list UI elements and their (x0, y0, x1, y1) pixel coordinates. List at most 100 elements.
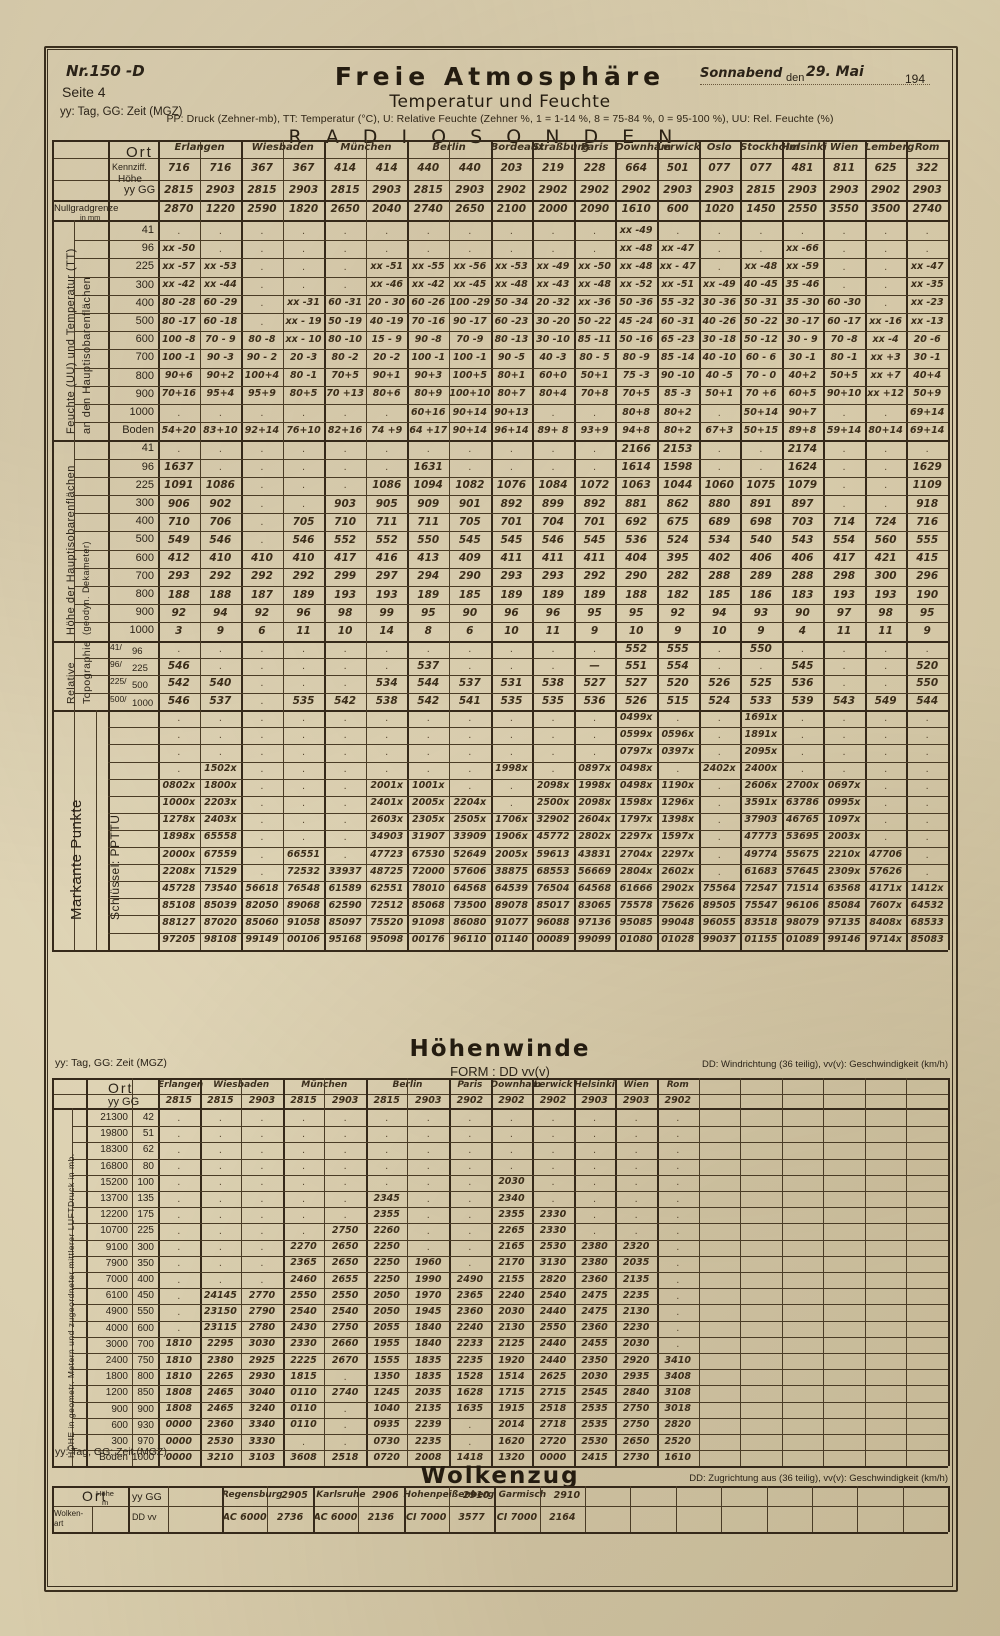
markante-cell: . (260, 831, 264, 844)
reltopo-cell: 535 (500, 694, 523, 707)
reltopo-cell: . (842, 660, 846, 672)
hw-cell: . (593, 1224, 597, 1237)
station-kennziffer: 219 (542, 162, 564, 174)
tt-cell: xx -4 (872, 333, 899, 345)
tt-cell: 60+5 (788, 388, 817, 400)
tt-cell: 80+14 (868, 424, 903, 436)
time-note-wolkenzug: yy: Tag, GG: Zeit (MGZ) (55, 1446, 167, 1458)
tt-cell: 90+2 (206, 370, 235, 382)
height-row-label: 96 (141, 460, 154, 473)
markante-cell: 2400x (744, 763, 778, 774)
hw-cell: 1628 (456, 1386, 484, 1398)
hw-pressure-label: 135 (137, 1193, 154, 1204)
markante-cell: 91058 (286, 916, 321, 928)
tt-cell: . (301, 260, 306, 273)
height-cell: . (218, 442, 222, 455)
hw-cell: 2718 (539, 1419, 567, 1431)
markante-cell: 72512 (370, 899, 404, 911)
reltopo-cell: . (343, 677, 347, 690)
tt-cell: xx - 10 (285, 333, 322, 345)
wz-cell: 2136 (367, 1512, 395, 1523)
hw-station-yygg: 2903 (415, 1095, 442, 1106)
tt-cell: 30 -1 (788, 351, 816, 363)
height-cell: 11 (296, 624, 311, 637)
grid-line-v (312, 1486, 315, 1532)
hw-cell: 2355 (373, 1208, 400, 1220)
tt-cell: 70 +6 (745, 388, 777, 400)
nullgradgrenze-value: 1610 (621, 203, 651, 215)
markante-cell: 2297x (661, 848, 695, 860)
grid-line-v (72, 1108, 73, 1467)
height-row-label: 800 (135, 588, 154, 600)
markante-cell: 99149 (245, 934, 279, 945)
markante-cell: . (925, 865, 929, 878)
hw-cell: . (426, 1241, 430, 1254)
height-cell: 90 (462, 606, 478, 619)
markante-cell: . (509, 780, 513, 793)
height-cell: 1094 (413, 479, 443, 492)
hw-cell: 1835 (415, 1370, 442, 1382)
height-cell: 6 (466, 624, 474, 637)
markante-cell: 72532 (286, 865, 321, 877)
markante-cell: 1998x (495, 763, 528, 774)
hw-cell: 2740 (331, 1386, 359, 1398)
markante-cell: 0397x (661, 745, 695, 757)
markante-cell: . (800, 745, 804, 758)
hw-cell: . (260, 1208, 264, 1221)
markante-cell: 2500x (536, 797, 570, 809)
tt-cell: xx -48 (744, 260, 778, 272)
reltopo-cell: 554 (666, 660, 689, 672)
grid-line-v (358, 1486, 360, 1532)
reltopo-cell: 534 (375, 677, 398, 690)
hw-station-yygg: 2902 (539, 1095, 567, 1106)
height-cell: . (593, 442, 597, 455)
station-yygg: 2903 (288, 184, 319, 196)
markante-cell: 3591x (744, 797, 778, 809)
tt-cell: xx +3 (870, 351, 901, 363)
markante-cell: 59613 (536, 848, 570, 860)
hw-cell: 3130 (539, 1257, 567, 1269)
height-cell: 292 (209, 570, 232, 583)
reltopo-cell: 552 (625, 642, 648, 655)
reltopo-cell: . (551, 642, 555, 655)
markante-cell: . (343, 797, 347, 810)
height-cell: 10 (337, 624, 353, 637)
hw-cell: . (509, 1111, 513, 1124)
reltopo-cell: . (551, 660, 555, 672)
height-cell: 193 (334, 588, 357, 601)
tt-cell: xx -47 (661, 242, 695, 254)
hw-cell: . (218, 1241, 222, 1254)
hw-cell: 2030 (498, 1305, 525, 1317)
grid-line-v (365, 140, 367, 950)
markante-cell: . (177, 763, 181, 775)
markante-cell: 99099 (578, 934, 612, 945)
markante-cell: 49774 (744, 848, 778, 860)
hw-cell: . (468, 1419, 472, 1432)
hw-cell: 2170 (498, 1257, 525, 1269)
height-cell: 909 (417, 497, 440, 510)
grid-line-h (52, 200, 948, 202)
hw-cell: . (385, 1160, 389, 1173)
tt-cell: . (301, 279, 306, 292)
tt-cell: . (717, 242, 721, 255)
markante-cell: . (717, 831, 721, 844)
height-cell: 9 (216, 624, 225, 637)
markante-cell: . (593, 711, 597, 724)
markante-cell: 32902 (536, 814, 570, 826)
hw-cell: 2540 (290, 1305, 317, 1317)
markante-cell: 01080 (619, 934, 653, 945)
markante-cell: . (468, 780, 472, 793)
markante-cell: 0995x (827, 797, 861, 809)
hw-cell: . (509, 1143, 513, 1156)
height-cell: 189 (292, 588, 315, 601)
grid-line-v (403, 1486, 406, 1532)
hw-pressure-label: 62 (142, 1144, 154, 1156)
grid-line-h (74, 692, 948, 694)
markante-cell: . (260, 797, 264, 810)
markante-cell: 61666 (619, 882, 653, 894)
hw-cell: 3608 (290, 1451, 317, 1463)
hw-cell: 2380 (207, 1354, 234, 1366)
height-cell: 881 (625, 497, 648, 510)
tt-cell: 60 - 6 (745, 351, 777, 363)
height-cell: 95 (420, 606, 436, 619)
